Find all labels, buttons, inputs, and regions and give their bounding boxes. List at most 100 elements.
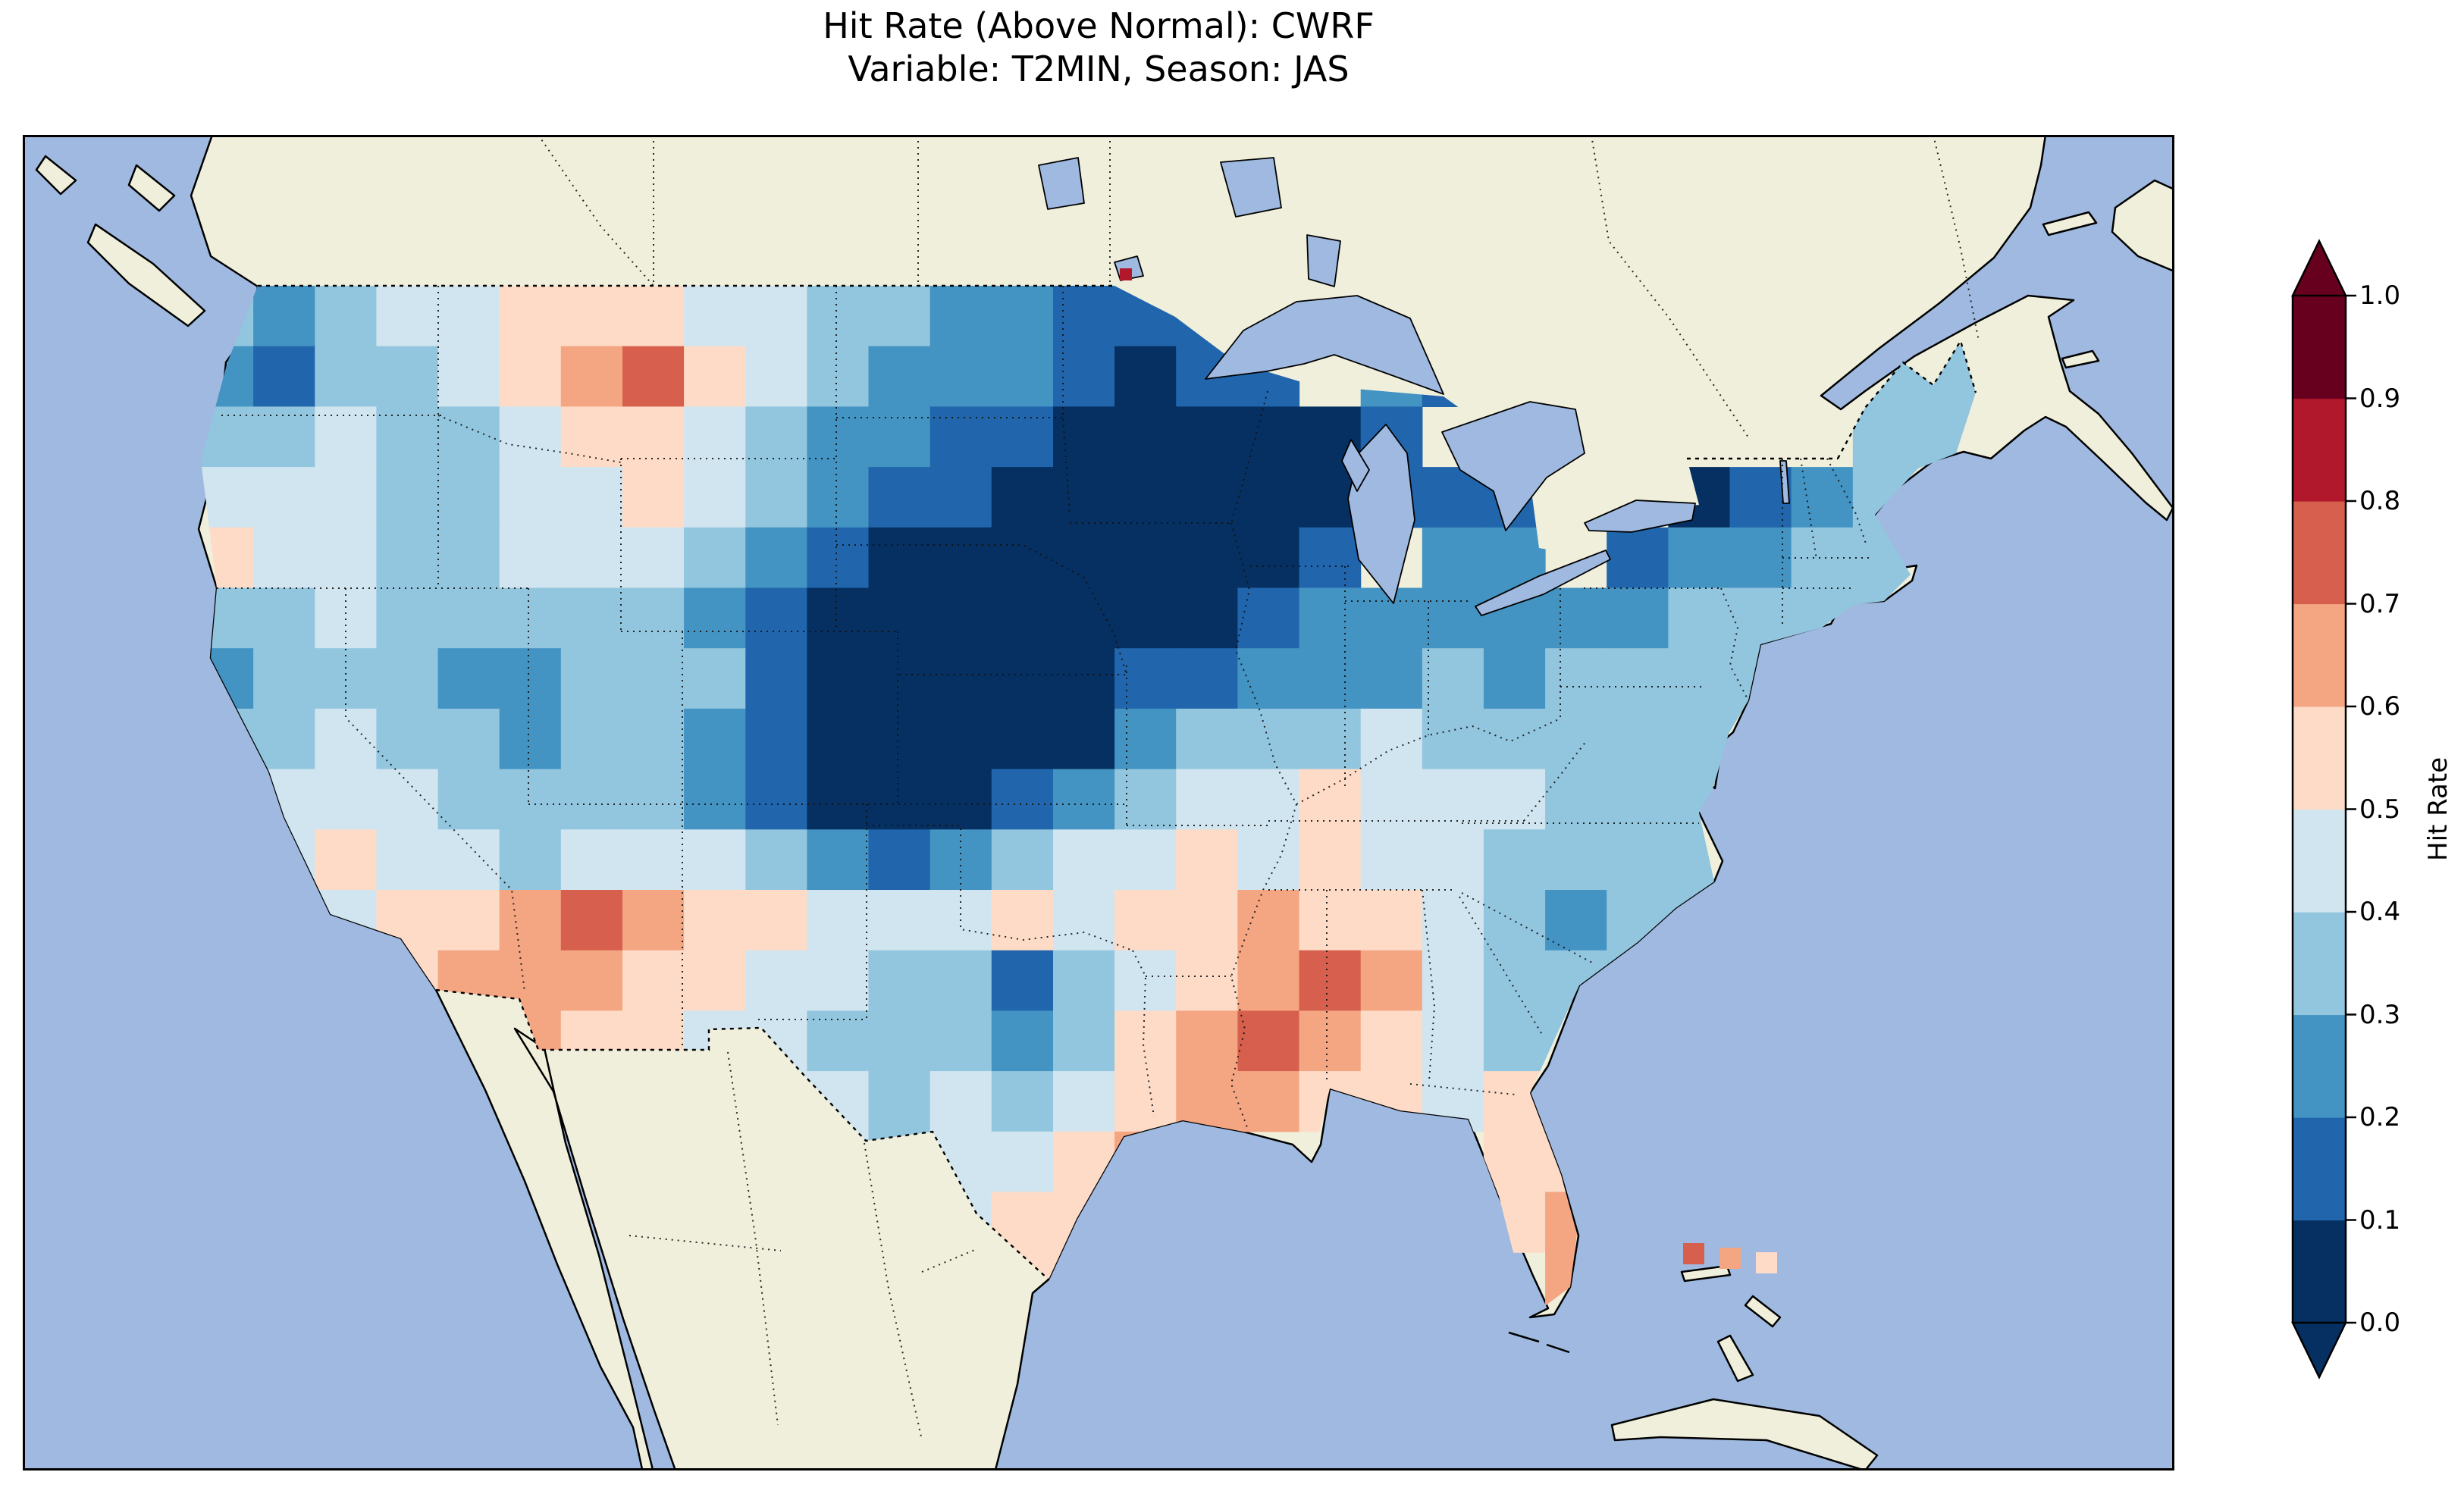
- heatmap-cell: [868, 406, 931, 468]
- heatmap-cell: [1053, 890, 1115, 951]
- heatmap-cell: [684, 769, 746, 830]
- heatmap-cell: [807, 346, 870, 407]
- heatmap-cell: [376, 708, 439, 770]
- heatmap-cell: [622, 587, 685, 649]
- heatmap-cell: [991, 587, 1054, 649]
- heatmap-cell: [1114, 648, 1177, 709]
- heatmap-cell: [1114, 587, 1177, 649]
- heatmap-cell: [1483, 1010, 1546, 1072]
- heatmap-cell: [807, 648, 870, 709]
- heatmap-cell: [1114, 1071, 1177, 1132]
- colorbar-label: Hit Rate: [2423, 756, 2453, 861]
- heatmap-cell: [622, 769, 685, 830]
- heatmap-cell: [745, 890, 808, 951]
- heatmap-cell: [807, 829, 870, 891]
- anticosti-island: [2042, 211, 2098, 236]
- heatmap-cell: [1545, 769, 1607, 830]
- heatmap-cell: [376, 286, 439, 347]
- heatmap-cell: [991, 829, 1054, 891]
- heatmap-cell: [253, 406, 315, 468]
- heatmap-cell: [253, 527, 315, 589]
- heatmap-cell: [1668, 708, 1731, 770]
- offshore-data-cells: [1120, 268, 1777, 1273]
- heatmap-cell: [1053, 527, 1115, 589]
- heatmap-cell: [560, 648, 623, 709]
- heatmap-cell: [437, 527, 500, 589]
- heatmap-cell: [315, 708, 378, 770]
- heatmap-cell: [868, 708, 931, 770]
- heatmap-cell: [1852, 406, 1915, 468]
- heatmap-cell: [807, 769, 870, 830]
- heatmap-cell: [1237, 648, 1300, 709]
- heatmap-cell: [315, 648, 378, 709]
- heatmap-cell: [1545, 648, 1607, 709]
- heatmap-cell: [684, 346, 746, 407]
- heatmap-cell: [1607, 708, 1669, 770]
- heatmap-cell: [929, 467, 992, 528]
- heatmap-cell: [1483, 829, 1546, 891]
- heatmap-cell: [1176, 950, 1238, 1011]
- heatmap-cell: [1483, 648, 1546, 709]
- heatmap-cell: [1607, 648, 1669, 709]
- heatmap-cell: [1114, 467, 1177, 528]
- heatmap-cell: [1176, 467, 1238, 528]
- heatmap-cell: [807, 890, 870, 951]
- colorbar-tick-label: 0.7: [2359, 588, 2401, 619]
- heatmap-cell: [807, 587, 870, 649]
- heatmap-cell: [1114, 708, 1177, 770]
- heatmap-cell: [1299, 950, 1362, 1011]
- heatmap-cell: [868, 1010, 931, 1072]
- heatmap-cell: [868, 890, 931, 951]
- heatmap-cell: [560, 587, 623, 649]
- heatmap-cell: [991, 1071, 1054, 1132]
- pacific-island: [35, 155, 77, 196]
- heatmap-cell: [991, 286, 1054, 347]
- heatmap-cell: [929, 1071, 992, 1132]
- heatmap-cell: [1729, 527, 1792, 589]
- heatmap-cell: [745, 829, 808, 891]
- green-bay: [1341, 439, 1370, 492]
- heatmap-cell: [437, 708, 500, 770]
- heatmap-cell: [745, 286, 808, 347]
- heatmap-cell: [622, 346, 685, 407]
- heatmap-cell: [1237, 829, 1300, 891]
- heatmap-cell: [315, 346, 378, 407]
- heatmap-cell: [684, 467, 746, 528]
- heatmap-cell: [1237, 1010, 1300, 1072]
- heatmap-cell: [1607, 829, 1669, 891]
- heatmap-cell: [253, 286, 315, 347]
- heatmap-cell: [991, 1131, 1054, 1193]
- colorbar-under-arrow: [2293, 1323, 2346, 1377]
- bahamas-island-2: [1744, 1295, 1782, 1328]
- heatmap-cell: [622, 890, 685, 951]
- heatmap-cell: [868, 829, 931, 891]
- heatmap-cell: [929, 406, 992, 468]
- lake-ontario: [1584, 500, 1696, 533]
- heatmap-cell: [560, 346, 623, 407]
- bahamas-island-3: [1716, 1334, 1754, 1383]
- heatmap-cell: [807, 708, 870, 770]
- heatmap-cell: [1299, 587, 1362, 649]
- heatmap-cell: [560, 527, 623, 589]
- heatmap-cell: [1053, 950, 1115, 1011]
- colorbar-segment: [2293, 706, 2346, 810]
- heatmap-cell: [807, 467, 870, 528]
- heatmap-cell: [437, 829, 500, 891]
- heatmap-cell: [315, 286, 378, 347]
- heatmap-cell: [622, 950, 685, 1011]
- heatmap-cell: [1237, 406, 1300, 468]
- heatmap-cell: [745, 346, 808, 407]
- colorbar-segment: [2293, 296, 2346, 399]
- heatmap-cell: [499, 346, 562, 407]
- heatmap-cell: [315, 406, 378, 468]
- chart-title-line2: Variable: T2MIN, Season: JAS: [848, 49, 1350, 90]
- heatmap-cell-offshore: [1120, 268, 1132, 280]
- colorbar-segment: [2293, 603, 2346, 707]
- heatmap-cell: [560, 406, 623, 468]
- heatmap-cell: [499, 467, 562, 528]
- heatmap-cell: [499, 890, 562, 951]
- lake-superior: [1205, 295, 1444, 395]
- colorbar-tick-label: 0.9: [2359, 383, 2401, 414]
- state-borders: [217, 135, 1980, 1441]
- heatmap-cell: [1237, 587, 1300, 649]
